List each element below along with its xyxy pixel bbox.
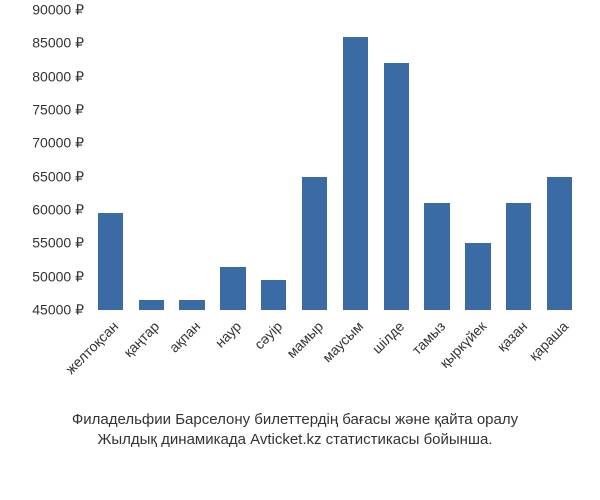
y-tick-label: 50000 ₽: [10, 268, 84, 285]
x-label-slot: шілде: [376, 314, 417, 404]
bar-slot: [376, 10, 417, 310]
y-tick-label: 75000 ₽: [10, 102, 84, 119]
y-tick-label: 65000 ₽: [10, 168, 84, 185]
x-tick-label: ақпан: [166, 318, 203, 355]
bar-slot: [457, 10, 498, 310]
bar: [179, 300, 204, 310]
bar: [465, 243, 490, 310]
y-tick-label: 55000 ₽: [10, 235, 84, 252]
bar: [424, 203, 449, 310]
x-label-slot: наур: [212, 314, 253, 404]
bar-slot: [253, 10, 294, 310]
bar: [220, 267, 245, 310]
x-axis: желтоқсанқаңтарақпаннаурсәуірмамырмаусым…: [90, 314, 580, 404]
x-label-slot: қаңтар: [131, 314, 172, 404]
x-label-slot: желтоқсан: [90, 314, 131, 404]
x-tick-label: наур: [212, 318, 245, 351]
bar: [547, 177, 572, 310]
x-tick-label: қазан: [493, 318, 530, 355]
bar: [261, 280, 286, 310]
bar-slot: [417, 10, 458, 310]
y-tick-label: 60000 ₽: [10, 202, 84, 219]
bar: [98, 213, 123, 310]
bar: [343, 37, 368, 310]
x-label-slot: қыркүйек: [457, 314, 498, 404]
bar-slot: [335, 10, 376, 310]
y-tick-label: 90000 ₽: [10, 2, 84, 19]
y-tick-label: 45000 ₽: [10, 302, 84, 319]
x-tick-label: сәуір: [251, 318, 285, 352]
x-tick-label: желтоқсан: [63, 318, 122, 377]
y-tick-label: 70000 ₽: [10, 135, 84, 152]
bar: [139, 300, 164, 310]
bar-slot: [212, 10, 253, 310]
x-label-slot: маусым: [335, 314, 376, 404]
bar-slot: [539, 10, 580, 310]
y-tick-label: 80000 ₽: [10, 68, 84, 85]
bar-slot: [498, 10, 539, 310]
bar: [506, 203, 531, 310]
bar-slot: [90, 10, 131, 310]
x-label-slot: сәуір: [253, 314, 294, 404]
y-tick-label: 85000 ₽: [10, 35, 84, 52]
caption-line-2: Жылдық динамикада Avticket.kz статистика…: [20, 430, 570, 450]
bar-slot: [172, 10, 213, 310]
x-label-slot: ақпан: [172, 314, 213, 404]
caption-line-1: Филадельфии Барселону билеттердің бағасы…: [20, 410, 570, 430]
bar-slot: [131, 10, 172, 310]
bar: [302, 177, 327, 310]
bars: [90, 10, 580, 310]
chart-container: 45000 ₽ 50000 ₽ 55000 ₽ 60000 ₽ 65000 ₽ 70000…: [0, 0, 600, 473]
bar: [384, 63, 409, 310]
caption: Филадельфии Барселону билеттердің бағасы…: [10, 404, 580, 463]
bar-slot: [294, 10, 335, 310]
plot-area: 45000 ₽50000 ₽55000 ₽60000 ₽65000 ₽70000…: [90, 10, 580, 310]
x-label-slot: қараша: [539, 314, 580, 404]
